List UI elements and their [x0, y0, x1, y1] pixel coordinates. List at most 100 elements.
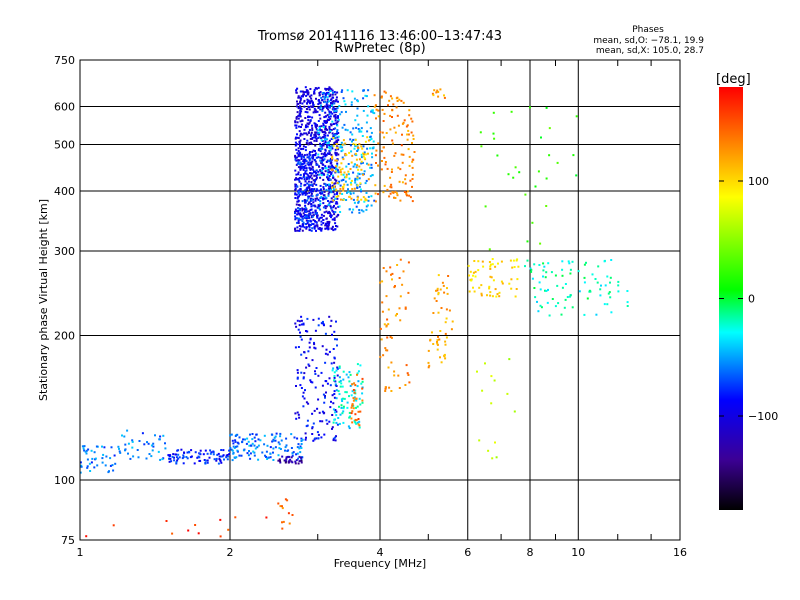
data-point	[296, 437, 299, 440]
data-point	[397, 124, 400, 127]
data-point	[328, 377, 331, 380]
data-point	[321, 147, 324, 150]
data-point	[297, 154, 300, 156]
data-point	[358, 209, 361, 211]
data-point	[332, 195, 335, 198]
data-point	[300, 107, 303, 110]
data-point	[332, 100, 335, 103]
data-point	[280, 439, 283, 442]
data-point	[332, 367, 335, 370]
data-point	[193, 462, 196, 465]
data-point	[333, 356, 336, 359]
data-point	[351, 211, 354, 214]
data-point	[539, 288, 542, 291]
data-point	[350, 183, 353, 186]
data-point	[342, 421, 345, 424]
data-point	[350, 150, 353, 153]
data-point	[226, 458, 229, 461]
data-point	[305, 217, 308, 219]
data-point	[324, 167, 327, 170]
data-point	[328, 95, 331, 98]
data-point	[310, 208, 313, 211]
data-point	[325, 217, 328, 220]
data-point	[313, 90, 316, 93]
data-point	[510, 278, 513, 281]
data-point	[342, 198, 345, 201]
data-point	[310, 167, 313, 170]
data-point	[401, 161, 404, 164]
data-point	[303, 176, 306, 179]
data-point	[310, 183, 313, 186]
data-point	[310, 163, 313, 166]
data-point	[274, 446, 277, 449]
data-point	[322, 163, 325, 166]
data-point	[314, 205, 317, 208]
data-point	[319, 105, 322, 108]
data-point	[315, 169, 318, 172]
data-point	[308, 184, 311, 187]
data-point	[314, 109, 317, 112]
data-point	[309, 172, 311, 175]
data-point	[335, 179, 338, 182]
data-point	[564, 283, 567, 285]
data-point	[159, 435, 162, 438]
data-point	[299, 228, 302, 231]
data-point	[269, 456, 272, 459]
data-point	[109, 457, 112, 460]
data-point	[391, 97, 394, 100]
data-point	[295, 105, 298, 108]
data-point	[325, 128, 328, 130]
data-point	[300, 190, 302, 193]
data-point	[236, 449, 239, 452]
data-point	[234, 516, 237, 519]
data-point	[257, 458, 260, 461]
data-point	[331, 333, 333, 336]
data-point	[341, 167, 344, 170]
data-point	[377, 164, 379, 167]
data-point	[372, 146, 375, 149]
data-point	[395, 106, 398, 109]
data-point	[294, 229, 297, 232]
data-point	[288, 455, 291, 458]
data-point	[297, 102, 300, 105]
data-point	[407, 148, 410, 151]
data-point	[402, 270, 405, 273]
data-point	[313, 139, 316, 142]
data-point	[329, 149, 332, 152]
data-point	[309, 154, 312, 157]
data-point	[303, 174, 305, 177]
data-point	[317, 120, 320, 122]
data-point	[251, 438, 254, 441]
data-point	[310, 229, 313, 232]
data-point	[334, 166, 337, 169]
data-point	[325, 419, 328, 422]
data-point	[187, 529, 190, 532]
data-point	[343, 397, 346, 400]
data-point	[427, 349, 430, 352]
data-point	[337, 213, 340, 216]
data-point	[131, 440, 134, 443]
data-point	[299, 165, 302, 168]
data-point	[300, 215, 303, 218]
data-point	[310, 181, 313, 184]
data-point	[112, 524, 115, 527]
data-point	[272, 451, 274, 454]
data-point	[305, 176, 308, 179]
data-point	[569, 272, 572, 275]
data-point	[326, 173, 329, 176]
data-point	[333, 108, 336, 110]
data-point	[352, 389, 355, 391]
data-point	[278, 447, 281, 450]
data-point	[314, 87, 317, 90]
data-point	[321, 345, 324, 348]
data-point	[320, 371, 323, 374]
data-point	[261, 451, 264, 454]
data-point	[236, 445, 239, 448]
data-point	[383, 90, 386, 93]
data-point	[575, 115, 578, 118]
data-point	[298, 140, 301, 143]
data-point	[384, 347, 387, 350]
data-point	[326, 142, 329, 145]
data-point	[391, 139, 394, 142]
